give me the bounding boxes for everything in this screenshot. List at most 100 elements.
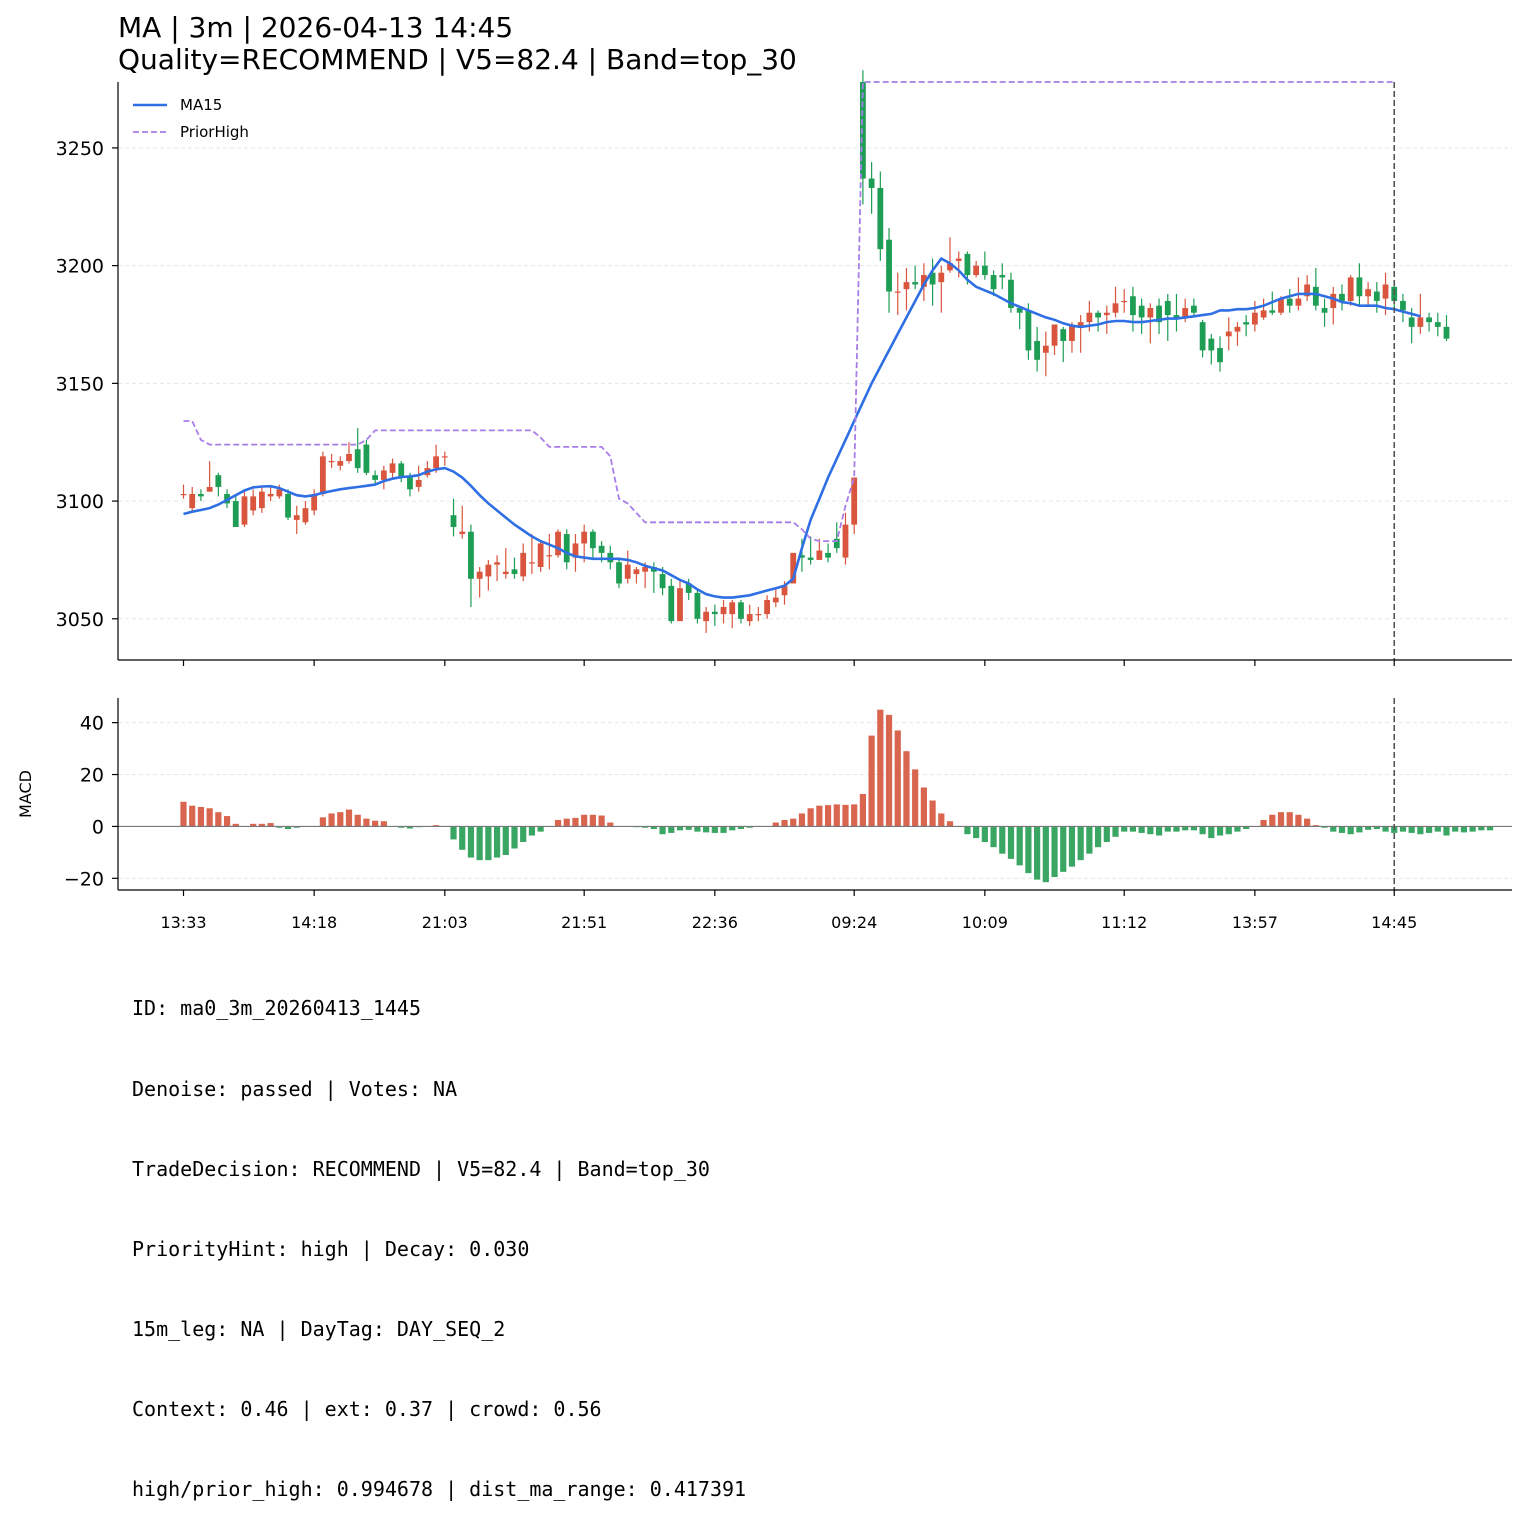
macd-bar [746, 826, 753, 828]
candle-body [1121, 300, 1128, 303]
macd-bar [685, 826, 692, 830]
candle-body [920, 275, 927, 287]
macd-bar [642, 826, 649, 828]
macd-bar [485, 826, 492, 861]
candle-body [494, 562, 500, 565]
macd-bar [877, 709, 884, 827]
candle-body [799, 555, 805, 558]
macd-bar [1312, 825, 1319, 827]
candle-body [1373, 291, 1380, 301]
candle-body [616, 562, 622, 584]
macd-bar [345, 809, 353, 827]
macd-bar [328, 813, 335, 827]
macd-bar [1338, 826, 1346, 833]
macd-ylabel: MACD [16, 770, 35, 818]
macd-bar [737, 826, 745, 830]
candle-body [886, 239, 892, 292]
macd-bar [912, 769, 919, 827]
candle-body [842, 524, 849, 558]
candle-body [1147, 308, 1154, 318]
macd-bar [981, 826, 988, 842]
candle-body [1182, 308, 1189, 318]
candle-body [1269, 310, 1276, 313]
macd-bar [703, 826, 710, 833]
candle-body [755, 614, 762, 616]
macd-bar [1408, 826, 1415, 833]
candle-body [441, 456, 448, 458]
candle-body [1312, 286, 1319, 306]
macd-bar [1295, 814, 1302, 827]
macd-bar [1103, 826, 1110, 842]
macd-bar [493, 826, 501, 858]
candle-body [825, 552, 831, 558]
macd-ytick-label: 40 [80, 713, 104, 735]
candle-body [711, 611, 718, 615]
candle-body [589, 531, 596, 549]
candle-body [964, 253, 971, 276]
macd-bar [1321, 826, 1328, 828]
price-macd-chart: 3050 3100 3150 3200 3250 −20 0 20 40 MACD 13:33 14:… [16, 70, 1512, 932]
macd-bar [354, 814, 361, 827]
candle-body [633, 569, 640, 575]
macd-bar [868, 735, 875, 827]
candle-body [1103, 312, 1110, 316]
candle-body [459, 531, 466, 535]
candle-body [1330, 293, 1337, 309]
macd-bar [938, 813, 945, 827]
macd-bar [1077, 826, 1084, 861]
macd-bar [406, 826, 414, 829]
macd-bar [1025, 826, 1032, 874]
price-ytick-label: 3150 [56, 373, 104, 395]
macd-bar [1478, 826, 1485, 831]
macd-bar [833, 804, 840, 827]
candle-body [1339, 293, 1345, 301]
macd-bar [433, 825, 440, 827]
macd-bar [1399, 826, 1407, 832]
series-priorhigh-line [183, 81, 1395, 542]
legend-ma15-label: MA15 [180, 96, 222, 114]
macd-bar [659, 826, 666, 835]
macd-bar [1486, 826, 1494, 831]
macd-bar [380, 821, 387, 827]
candle-body [206, 486, 213, 492]
candle-body [1069, 324, 1075, 341]
candle-body [581, 531, 588, 544]
candle-body [833, 538, 840, 549]
macd-bar [537, 826, 544, 832]
macd-bar [520, 826, 527, 842]
macd-bar [1182, 826, 1189, 831]
xtick-label: 11:12 [1101, 913, 1147, 932]
macd-bar [1086, 826, 1093, 854]
macd-bar [581, 814, 588, 827]
xtick-label: 10:09 [962, 913, 1008, 932]
macd-bar [1417, 826, 1424, 835]
candle-body [1086, 312, 1093, 323]
macd-bars-group [180, 709, 1494, 883]
xtick-label: 14:45 [1371, 913, 1417, 932]
candle-body [1208, 338, 1215, 351]
info-high-ratio: high/prior_high: 0.994678 | dist_ma_rang… [132, 1476, 747, 1501]
candle-body [790, 552, 797, 584]
legend-priorhigh-label: PriorHigh [180, 123, 249, 141]
macd-bar [1042, 826, 1049, 883]
candle-body [1095, 312, 1101, 318]
candle-body [598, 545, 605, 553]
xtick-label: 13:33 [160, 913, 206, 932]
candle-body [929, 272, 936, 285]
price-ytick-label: 3250 [56, 138, 104, 160]
candle-body [572, 543, 579, 558]
candle-body [685, 583, 692, 593]
candle-body [276, 489, 283, 497]
candle-body [546, 555, 553, 557]
macd-bar [598, 815, 605, 827]
macd-bar [1068, 826, 1076, 867]
info-id: ID: ma0_3m_20260413_1445 [132, 996, 421, 1021]
candle-body [346, 453, 352, 462]
macd-bar [798, 813, 806, 827]
macd-bar [1365, 826, 1372, 830]
macd-bar [1304, 818, 1311, 827]
macd-bar [1469, 826, 1476, 832]
macd-bar [1425, 826, 1433, 833]
candle-body [720, 607, 727, 615]
info-context: Context: 0.46 | ext: 0.37 | crowd: 0.56 [132, 1396, 602, 1421]
